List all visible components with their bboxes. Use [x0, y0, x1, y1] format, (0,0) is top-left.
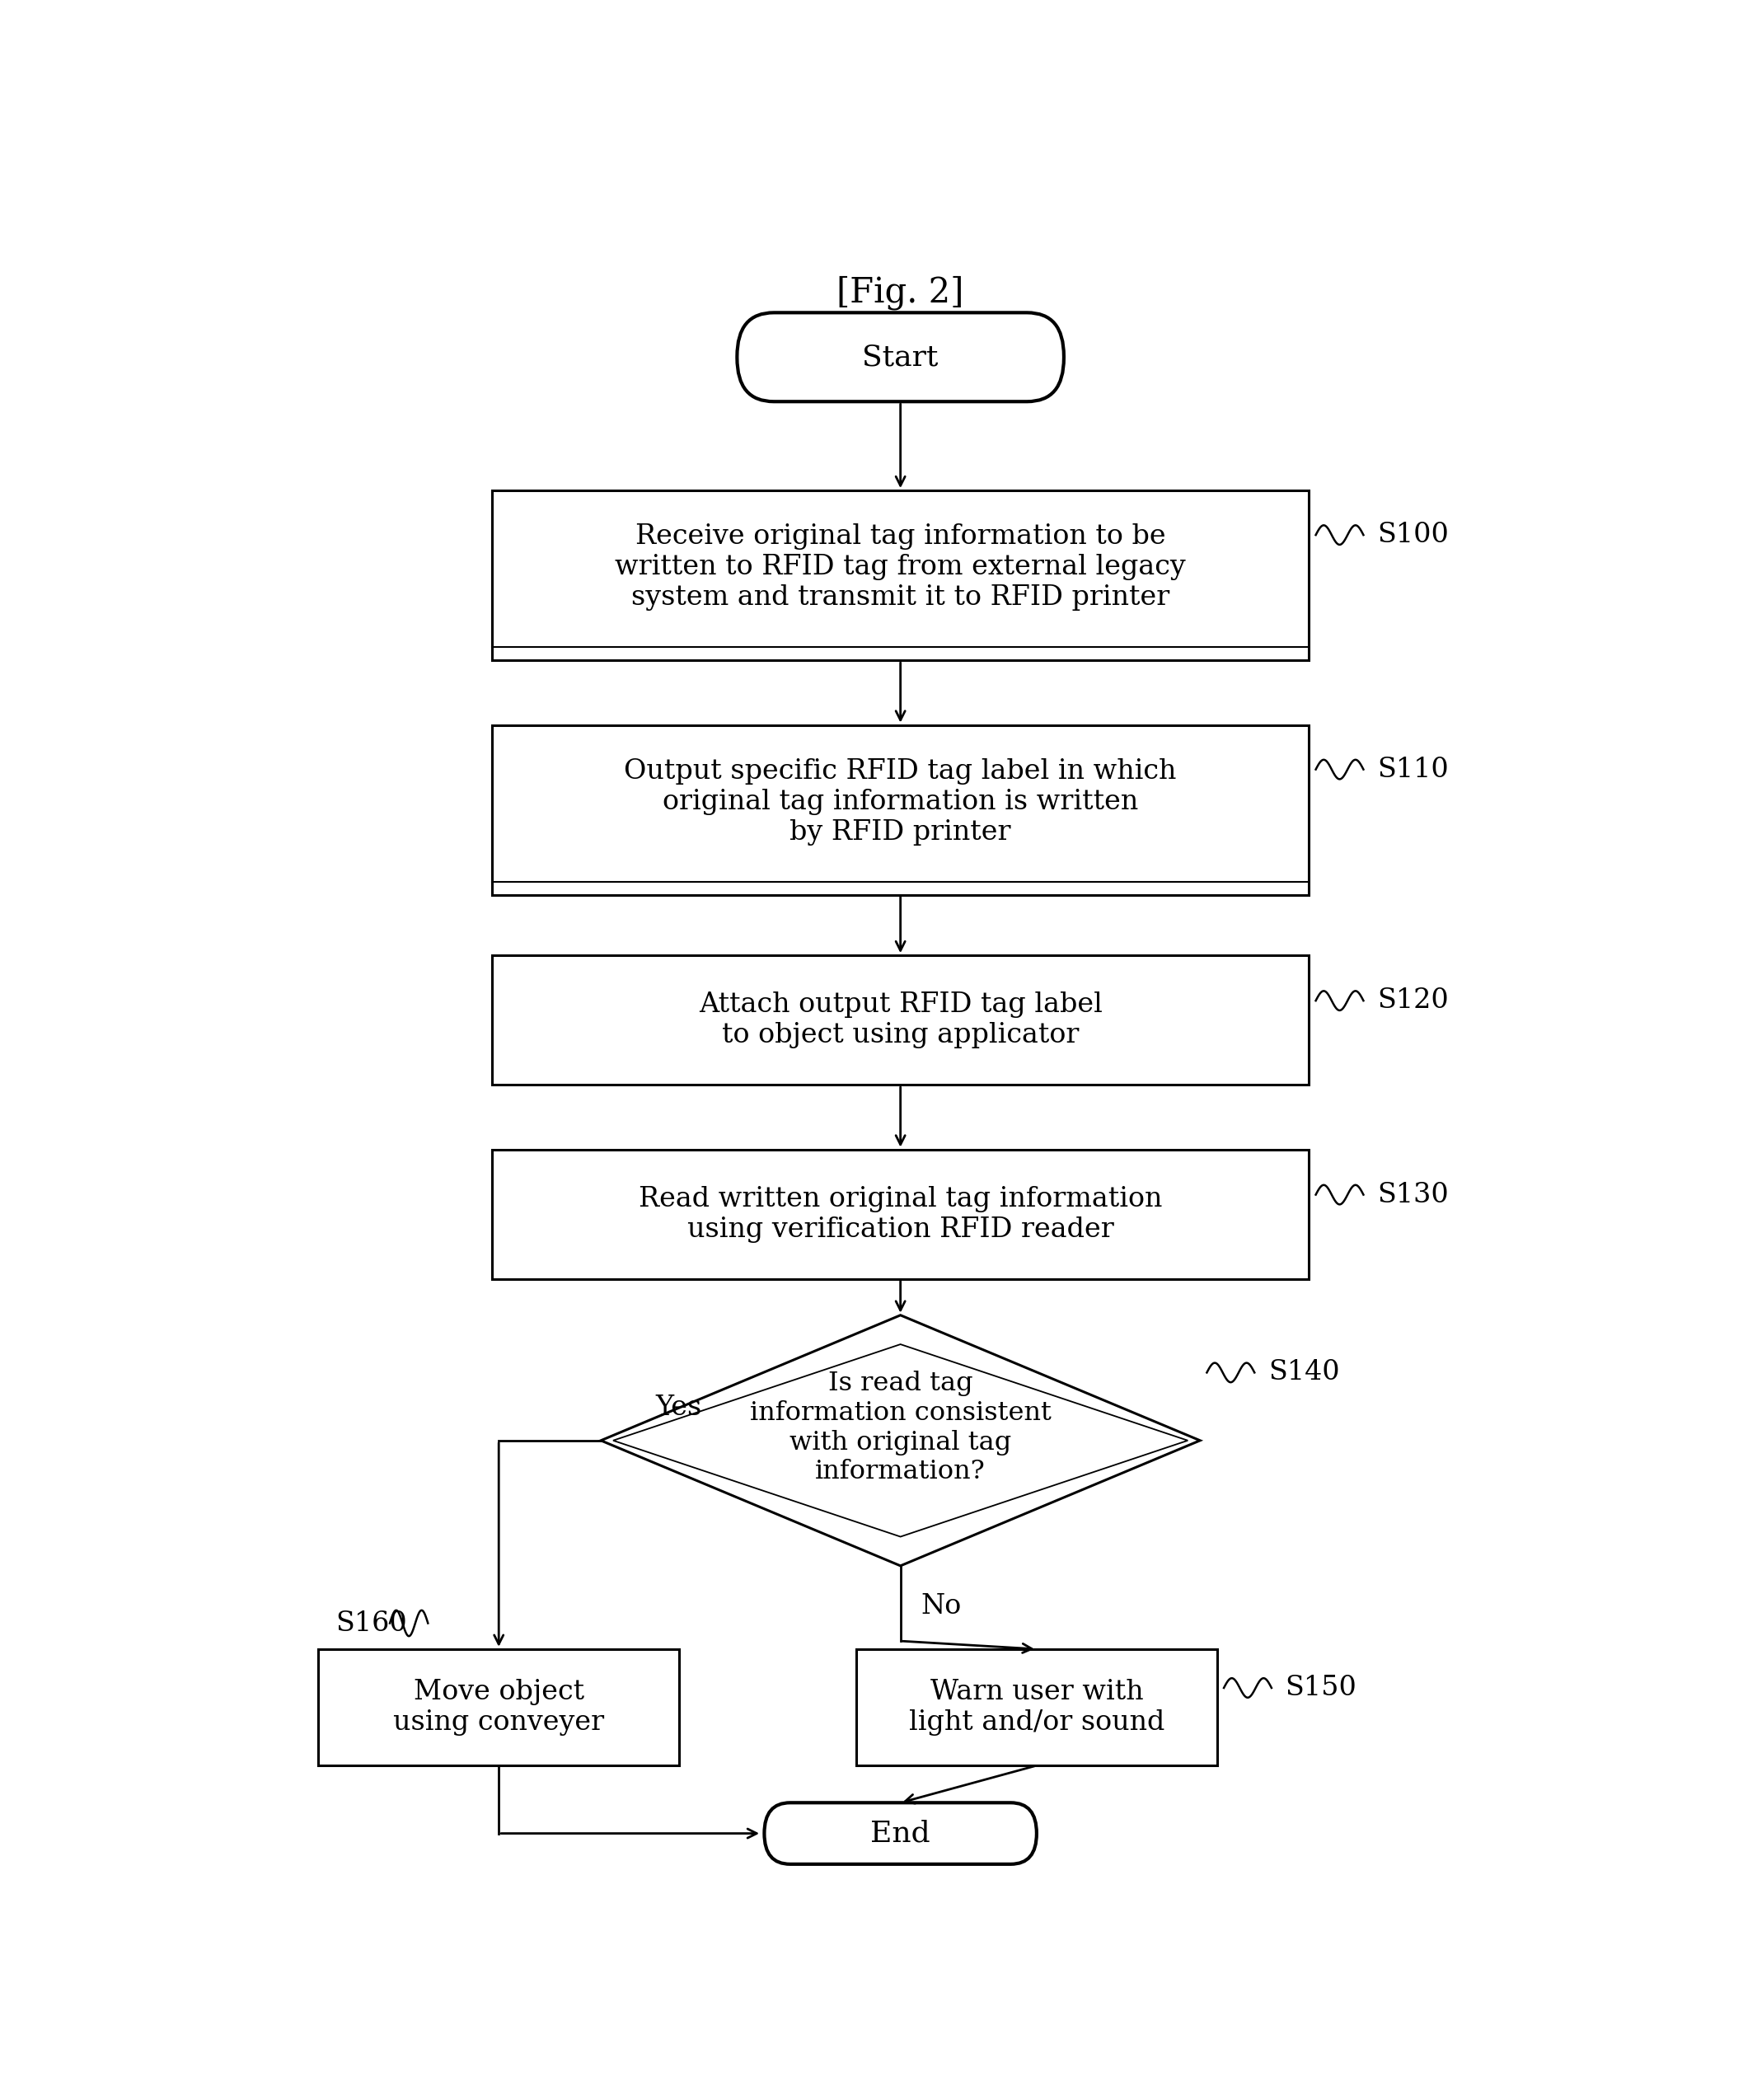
Text: No: No [921, 1594, 961, 1619]
Bar [492, 1149, 1309, 1279]
Text: Output specific RFID tag label in which
original tag information is written
by R: Output specific RFID tag label in which … [624, 758, 1177, 846]
Bar [856, 1648, 1218, 1766]
Text: [Fig. 2]: [Fig. 2] [836, 275, 965, 309]
Text: S130: S130 [1377, 1182, 1448, 1207]
Text: S110: S110 [1377, 756, 1448, 783]
Text: Move object
using conveyer: Move object using conveyer [394, 1678, 604, 1737]
Bar [492, 491, 1309, 659]
Text: Start: Start [863, 342, 938, 372]
Text: Warn user with
light and/or sound: Warn user with light and/or sound [908, 1678, 1165, 1737]
Text: Read written original tag information
using verification RFID reader: Read written original tag information us… [638, 1186, 1163, 1243]
Text: Is read tag
information consistent
with original tag
information?: Is read tag information consistent with … [750, 1371, 1051, 1485]
Polygon shape [601, 1315, 1200, 1567]
Text: S120: S120 [1377, 987, 1448, 1014]
Bar [318, 1648, 680, 1766]
Text: Attach output RFID tag label
to object using applicator: Attach output RFID tag label to object u… [699, 991, 1102, 1048]
Text: S100: S100 [1377, 521, 1448, 548]
Bar [492, 956, 1309, 1086]
Text: Yes: Yes [655, 1394, 701, 1422]
Bar [492, 724, 1309, 895]
Text: End: End [870, 1819, 931, 1848]
FancyBboxPatch shape [764, 1802, 1037, 1865]
FancyBboxPatch shape [738, 313, 1063, 401]
Text: S140: S140 [1269, 1359, 1339, 1386]
Text: S160: S160 [336, 1611, 408, 1636]
Text: Receive original tag information to be
written to RFID tag from external legacy
: Receive original tag information to be w… [615, 523, 1186, 611]
Text: S150: S150 [1284, 1674, 1356, 1701]
